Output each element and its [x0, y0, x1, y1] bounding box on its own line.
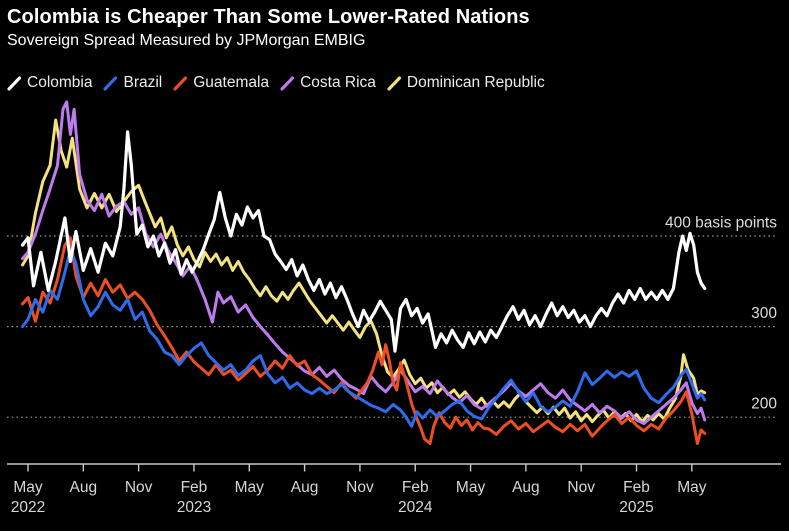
legend-item-guatemala: Guatemala	[173, 74, 269, 92]
legend-label: Brazil	[123, 74, 163, 91]
legend-label: Colombia	[27, 74, 93, 91]
series-line-colombia	[20, 130, 707, 353]
x-tick-label: Nov	[346, 479, 374, 496]
chart-subtitle: Sovereign Spread Measured by JPMorgan EM…	[7, 32, 366, 49]
x-tick-year-label: 2023	[177, 499, 211, 516]
y-axis-label: 300	[751, 305, 777, 322]
line-swatch-icon	[103, 75, 118, 91]
x-tick-label: May	[235, 479, 265, 496]
legend-label: Costa Rica	[300, 74, 376, 91]
x-tick-year-label: 2025	[619, 499, 653, 516]
legend-item-dominican-republic: Dominican Republic	[387, 74, 545, 92]
legend-label: Dominican Republic	[406, 74, 545, 91]
x-tick-label: May	[456, 479, 486, 496]
legend-item-brazil: Brazil	[103, 74, 162, 92]
x-tick-label: Feb	[402, 479, 429, 496]
chart-legend: Colombia Brazil Guatemala Costa Rica Dominic…	[7, 74, 556, 92]
x-tick-label: Nov	[125, 479, 153, 496]
x-tick-label: Aug	[512, 479, 540, 496]
x-tick-year-label: 2024	[398, 499, 433, 516]
line-swatch-icon	[387, 75, 401, 91]
legend-label: Guatemala	[193, 74, 270, 91]
legend-item-colombia: Colombia	[7, 74, 92, 92]
x-tick-label: Feb	[181, 479, 208, 496]
y-axis-label: 200	[751, 396, 777, 413]
line-swatch-icon	[280, 75, 295, 91]
chart-header: Colombia is Cheaper Than Some Lower-Rate…	[7, 5, 530, 50]
x-tick-label: Nov	[567, 479, 595, 496]
line-swatch-icon	[7, 75, 22, 91]
x-tick-label: Aug	[70, 479, 98, 496]
x-tick-label: May	[677, 479, 707, 496]
x-tick-label: Aug	[291, 479, 319, 496]
series-line-brazil	[21, 248, 707, 428]
x-tick-label: Feb	[623, 479, 650, 496]
x-tick-label: May	[13, 479, 43, 496]
legend-item-costa-rica: Costa Rica	[280, 74, 376, 92]
line-swatch-icon	[173, 75, 188, 91]
chart-title: Colombia is Cheaper Than Some Lower-Rate…	[7, 6, 530, 28]
y-axis-label: 400 basis points	[665, 215, 777, 232]
series-line-guatemala	[21, 236, 707, 445]
x-tick-year-label: 2022	[11, 499, 45, 516]
